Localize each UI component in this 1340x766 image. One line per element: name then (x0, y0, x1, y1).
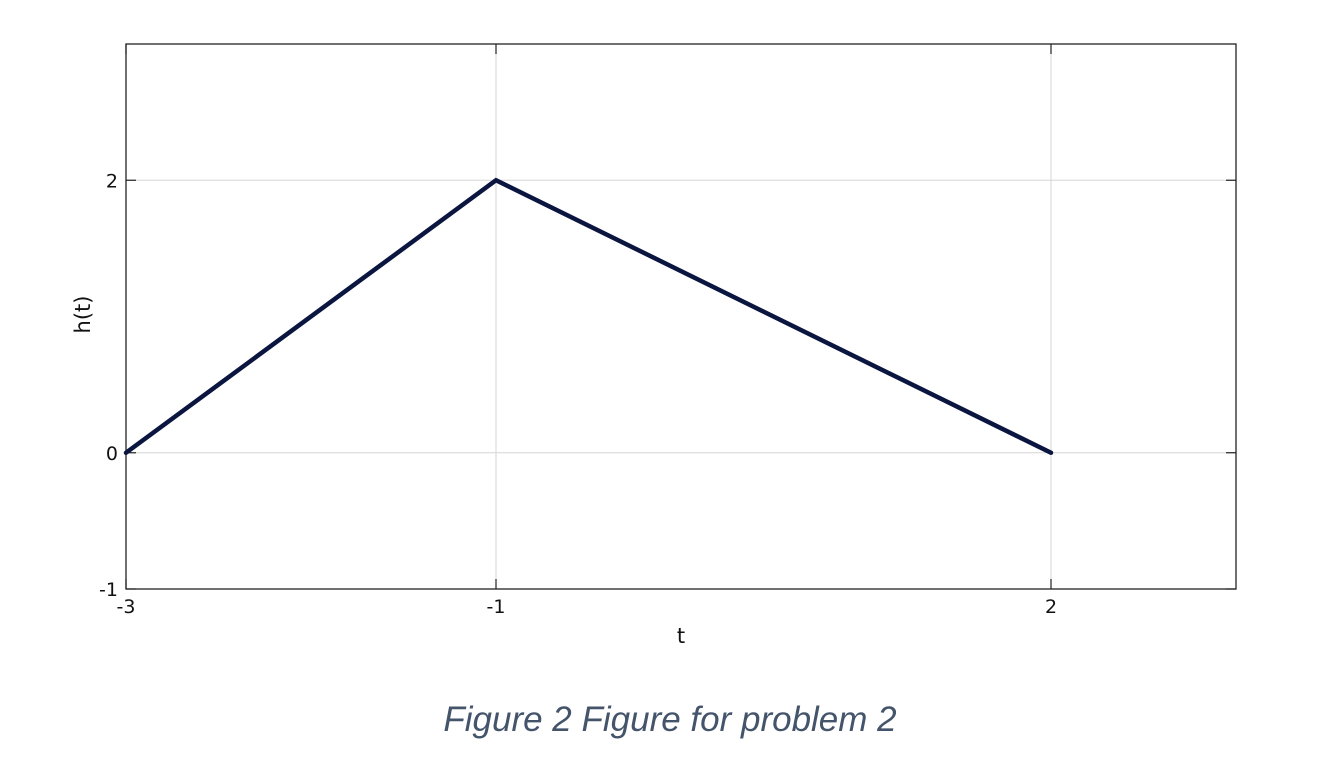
x-axis-label: t (677, 624, 685, 648)
tick-marks (125, 44, 1236, 590)
grid-lines (125, 44, 1236, 590)
series-line (123, 177, 1054, 455)
y-tick-label: 0 (106, 443, 118, 465)
figure-caption: Figure 2 Figure for problem 2 (443, 700, 897, 739)
y-tick-label: -1 (99, 579, 118, 601)
series-layer (123, 177, 1054, 455)
plot-frame (125, 43, 1237, 590)
tick-labels: -3 -1 2-102 (99, 170, 1057, 618)
x-tick-label: -3 (117, 596, 136, 618)
x-tick-label: -1 (487, 596, 506, 618)
y-axis-label: h(t) (71, 296, 95, 334)
y-tick-label: 2 (106, 170, 118, 192)
chart: -3 -1 2-102 t h(t) (71, 43, 1237, 648)
x-tick-label: 2 (1045, 596, 1057, 618)
